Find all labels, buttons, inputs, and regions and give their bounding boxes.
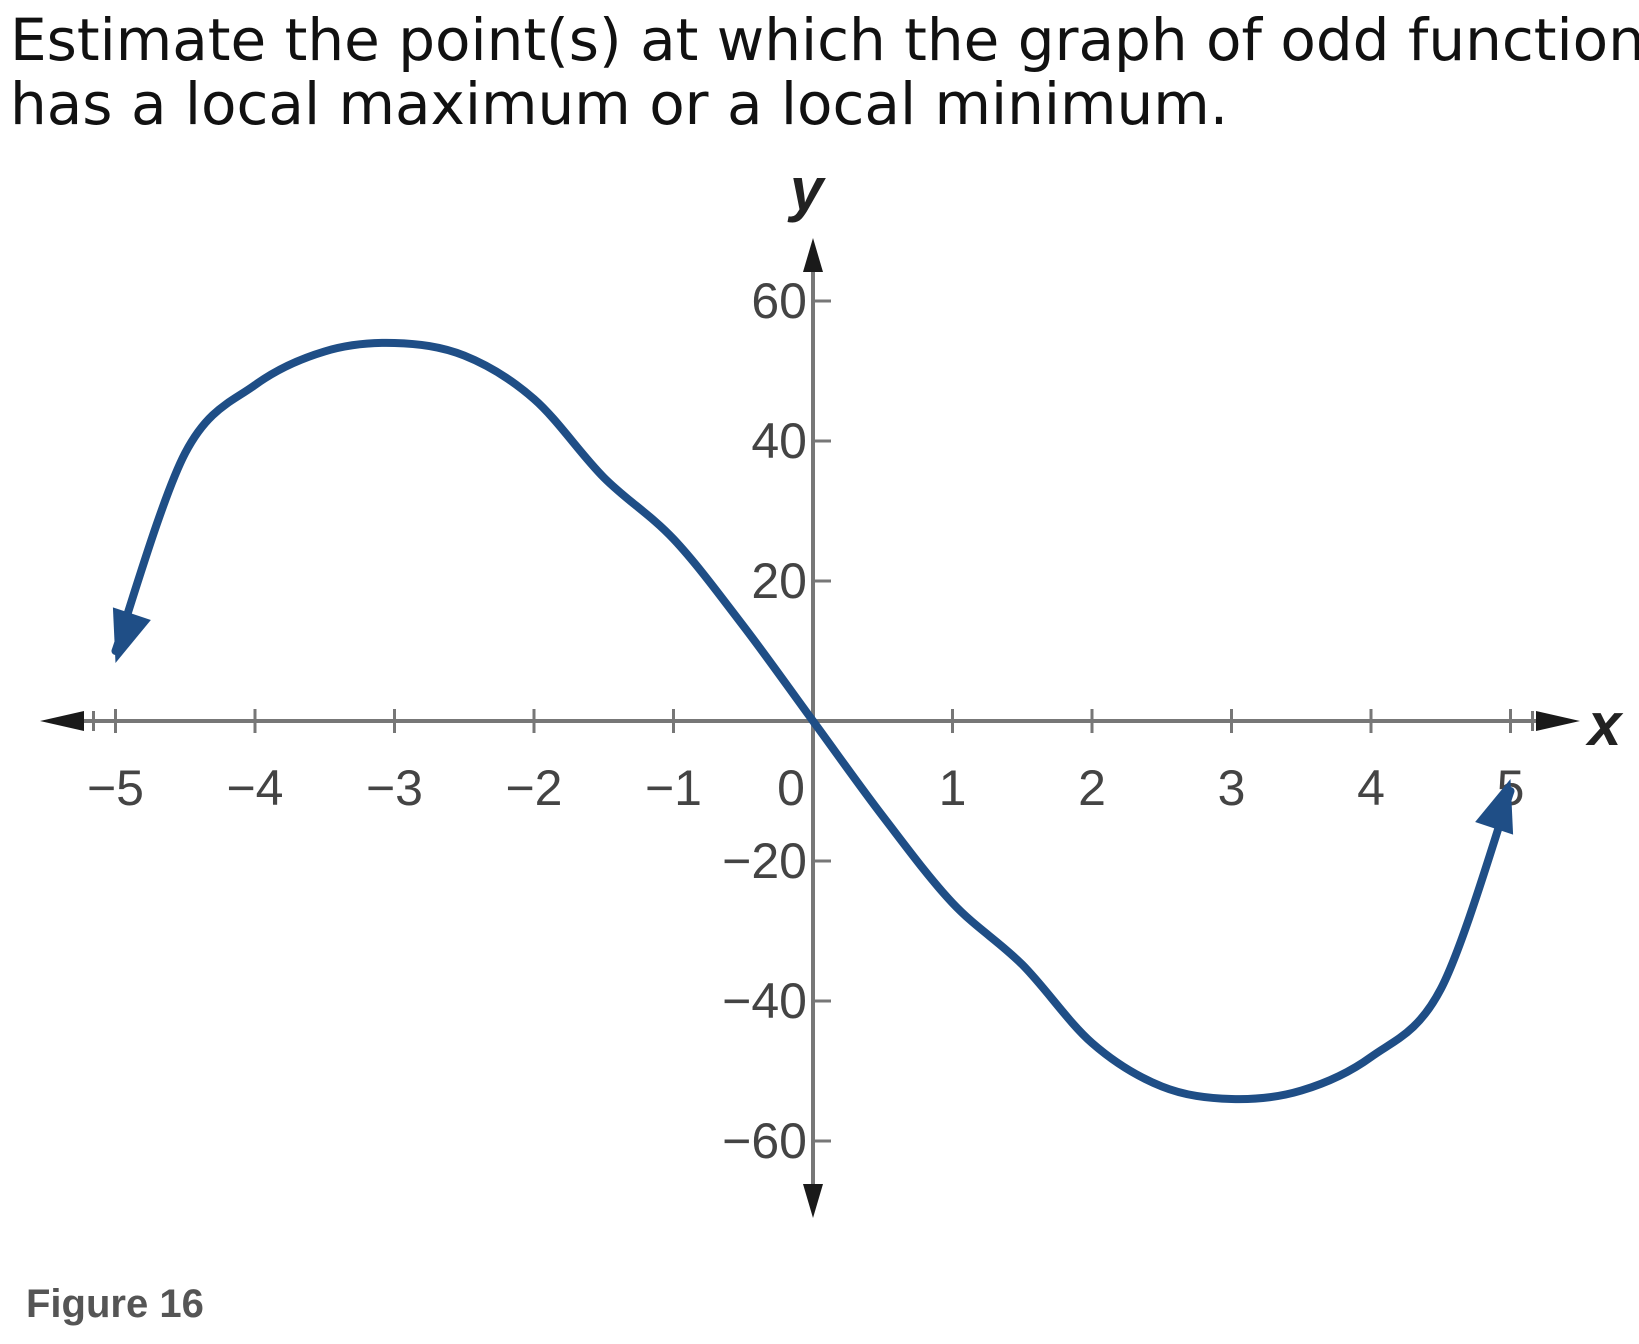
x-tick-label: −1 [645,760,702,816]
figure-caption: Figure 16 [26,1282,204,1326]
x-tick-label: 3 [1218,760,1246,816]
y-axis-label: y [787,156,826,223]
x-tick-label: 4 [1357,760,1385,816]
y-axis-top-arrow [803,238,823,272]
x-axis-label: x [1585,691,1624,758]
x-axis-right-arrow [1536,711,1580,731]
x-tick-label: −3 [366,760,423,816]
x-tick-label: −2 [505,760,562,816]
x-tick-label: 1 [939,760,967,816]
y-axis-bottom-arrow [803,1184,823,1218]
question-text: Estimate the point(s) at which the graph… [10,6,1639,138]
question-line-1: Estimate the point(s) at which the graph… [10,6,1639,74]
y-tick-label: −20 [722,833,807,889]
x-tick-label: 0 [777,760,805,816]
curve-right-arrow [1475,779,1514,835]
function-curve [111,338,1515,1104]
y-tick-label: 40 [751,413,807,469]
ticks: −5−4−3−2−1012345604020−20−40−60 [87,273,1534,1169]
y-tick-label: 20 [751,553,807,609]
x-tick-label: −5 [87,760,144,816]
curve-left-arrow [112,607,151,663]
y-tick-label: −40 [722,973,807,1029]
curve-layer [111,338,1515,1104]
y-tick-label: −60 [722,1113,807,1169]
x-tick-label: 2 [1078,760,1106,816]
x-tick-label: −4 [226,760,283,816]
question-line-2: has a local maximum or a local minimum. [10,70,1229,138]
x-axis-left-arrow [40,711,84,731]
y-tick-label: 60 [751,273,807,329]
